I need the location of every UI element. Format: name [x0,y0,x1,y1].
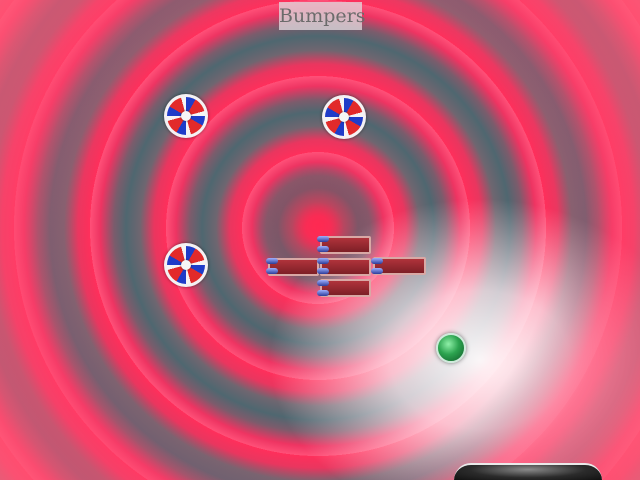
brick-bolt [371,268,383,274]
green-ball [436,333,466,363]
brick-bolt [317,246,329,252]
brick-bolt [317,268,329,274]
bumper-middle-left [164,243,208,287]
bumper-hub [181,260,191,270]
bumper-hub [339,112,349,122]
brick-right [373,257,426,275]
bumper-top-left [164,94,208,138]
brick-bolt [317,290,329,296]
brick-top [320,236,371,254]
level-title: Bumpers [279,2,365,30]
bumper-hub [181,111,191,121]
paddle[interactable] [454,463,602,480]
bumper-top-right [322,95,366,139]
brick-bolt [317,236,329,242]
brick-bottom [320,279,371,297]
brick-bolt [266,258,278,264]
brick-center [320,258,371,276]
brick-bolt [266,268,278,274]
brick-left [268,258,319,276]
brick-bolt [317,280,329,286]
brick-bolt [317,258,329,264]
brick-bolt [371,258,383,264]
